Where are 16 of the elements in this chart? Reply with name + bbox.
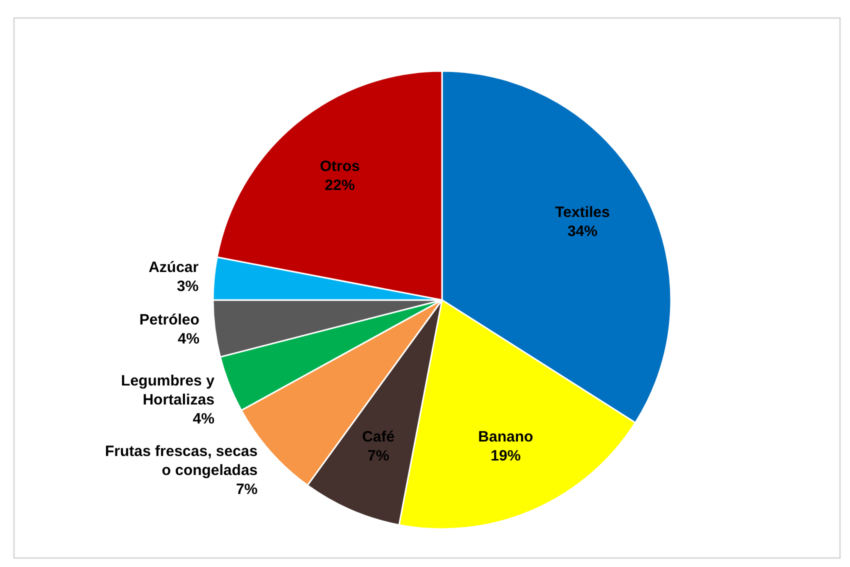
slice-label: Frutas frescas, secas o congeladas bbox=[105, 442, 258, 479]
data-label: 19% bbox=[490, 448, 521, 465]
data-label: 4% bbox=[192, 410, 214, 428]
data-label: 4% bbox=[178, 330, 200, 348]
data-label: 22% bbox=[324, 176, 355, 194]
data-label: 34% bbox=[567, 223, 598, 240]
data-label: 7% bbox=[236, 480, 258, 498]
slice-label: Textiles bbox=[555, 204, 610, 222]
slice-label: Petróleo bbox=[139, 312, 200, 329]
slice-label: Banano bbox=[478, 428, 534, 446]
slice-label: Legumbres y Hortalizas bbox=[121, 372, 216, 408]
data-label: 7% bbox=[367, 448, 390, 465]
slice-label: Otros bbox=[320, 158, 360, 175]
data-label: 3% bbox=[176, 278, 199, 295]
slice-label: Café bbox=[362, 428, 395, 446]
slice-label: Azúcar bbox=[148, 258, 199, 276]
